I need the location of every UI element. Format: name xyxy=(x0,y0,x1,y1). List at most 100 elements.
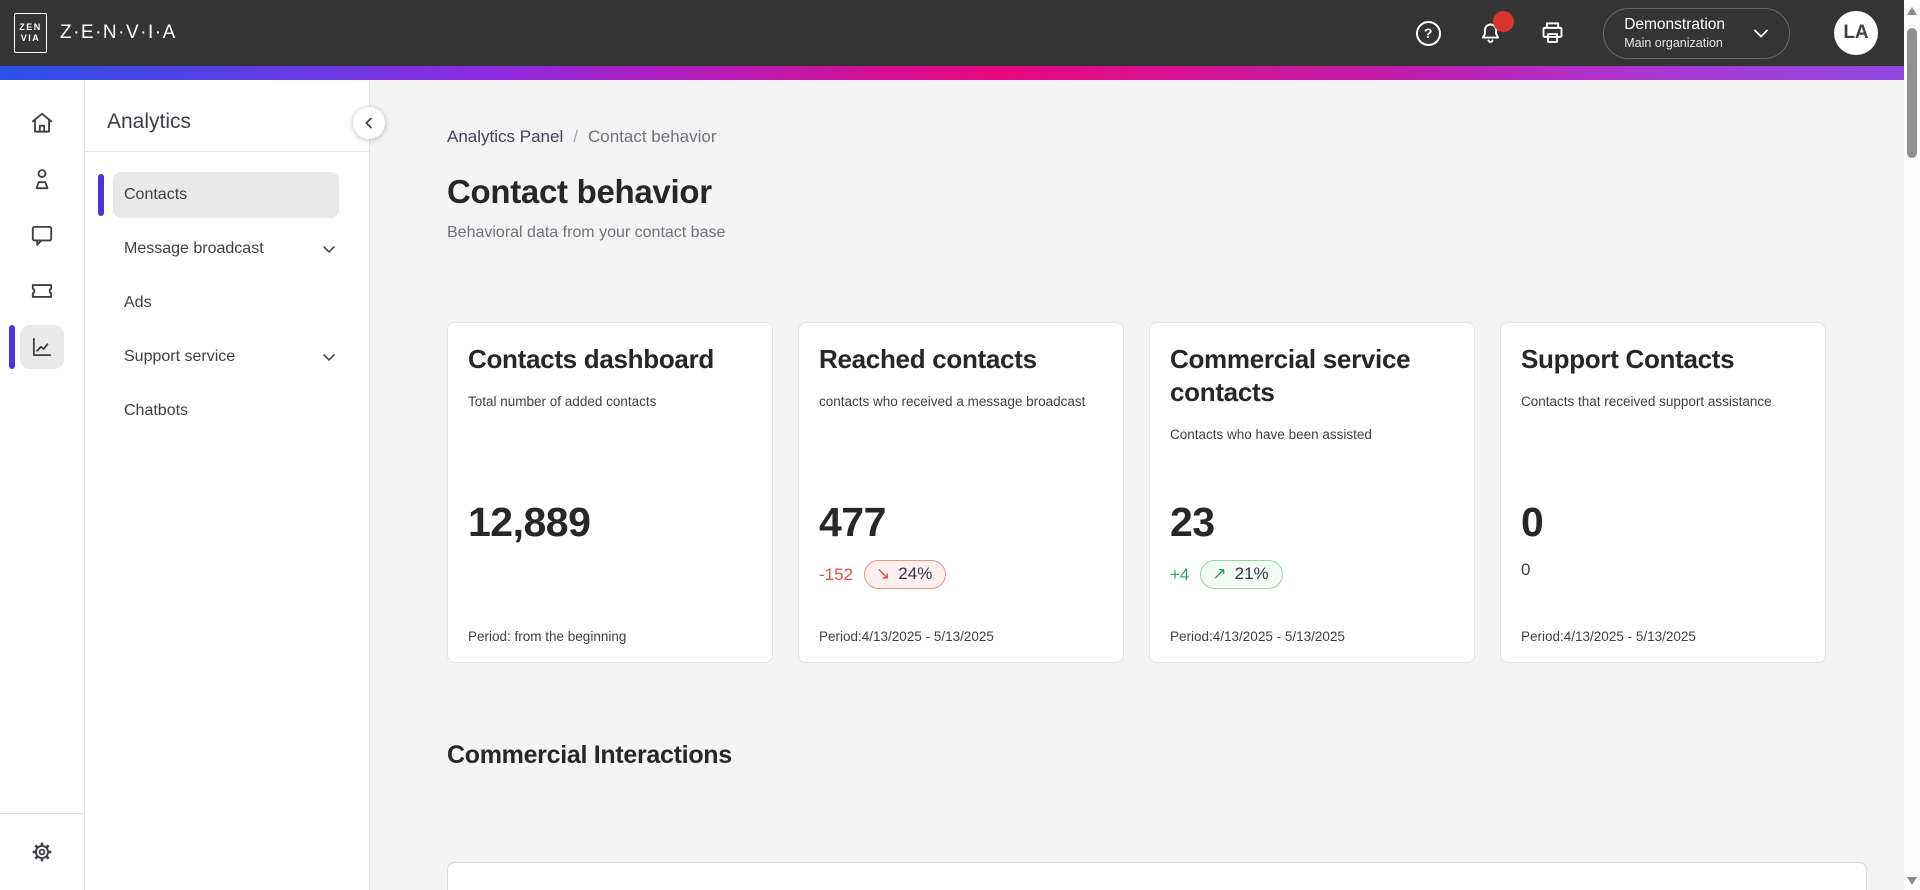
card-period: Period:4/13/2025 - 5/13/2025 xyxy=(1521,629,1696,644)
page-subtitle: Behavioral data from your contact base xyxy=(447,224,726,241)
trend-percentage: 24% xyxy=(898,564,933,583)
scrollbar-up-arrow-icon[interactable] xyxy=(1907,7,1917,15)
sidebar-item-ads[interactable]: Ads xyxy=(85,280,369,326)
notification-alert-dot xyxy=(1493,11,1515,32)
nav-rail xyxy=(0,80,85,890)
card-contacts-dashboard: Contacts dashboard Total number of added… xyxy=(447,322,773,663)
commercial-interactions-card xyxy=(447,862,1867,890)
breadcrumb: Analytics Panel / Contact behavior xyxy=(447,127,1867,147)
line-chart-icon xyxy=(32,337,52,357)
rail-active-indicator xyxy=(9,325,15,369)
notifications-button[interactable] xyxy=(1475,11,1515,48)
card-title: Contacts dashboard xyxy=(468,344,714,374)
card-value: 23 xyxy=(1170,499,1215,545)
breadcrumb-analytics-panel[interactable]: Analytics Panel xyxy=(447,127,564,146)
zenvia-logo[interactable]: ZEN VIA xyxy=(14,13,47,53)
card-delta-row: -152 ↘ 24% xyxy=(819,560,947,589)
chevron-down-icon xyxy=(1754,29,1768,37)
scrollbar-thumb[interactable] xyxy=(1907,28,1917,158)
breadcrumb-current: Contact behavior xyxy=(587,127,717,146)
help-button[interactable]: ? xyxy=(1413,18,1443,48)
help-glyph: ? xyxy=(1423,25,1433,41)
avatar-initials: LA xyxy=(1843,22,1869,43)
trend-badge-up: ↗ 21% xyxy=(1200,560,1283,589)
card-title: Reached contacts xyxy=(819,344,1037,374)
chat-bubble-icon xyxy=(31,225,53,246)
trend-percentage: 21% xyxy=(1234,564,1269,583)
breadcrumb-separator: / xyxy=(573,127,578,146)
delta-value: 0 xyxy=(1521,560,1531,579)
card-period: Period:4/13/2025 - 5/13/2025 xyxy=(819,629,994,644)
contact-person-icon xyxy=(35,169,49,190)
trend-down-icon: ↘ xyxy=(876,564,891,583)
scrollbar-down-arrow-icon[interactable] xyxy=(1907,877,1917,885)
sidebar-item-label: Contacts xyxy=(124,186,188,203)
zenvia-logo-line2: VIA xyxy=(20,33,41,43)
ticket-icon xyxy=(31,284,53,298)
card-support-contacts: Support Contacts Contacts that received … xyxy=(1500,322,1826,663)
sidebar-header: Analytics xyxy=(85,80,369,152)
page-title: Contact behavior xyxy=(447,173,712,210)
organization-switcher[interactable]: Demonstration Main organization xyxy=(1603,7,1790,59)
organization-text: Demonstration Main organization xyxy=(1624,15,1725,51)
sidebar-collapse-button[interactable] xyxy=(353,107,385,139)
printer-icon xyxy=(1542,21,1563,43)
card-description: Total number of added contacts xyxy=(468,394,657,409)
rail-item-conversations[interactable] xyxy=(20,213,64,257)
chevron-down-icon xyxy=(323,354,335,361)
card-description: contacts who received a message broadcas… xyxy=(819,394,1086,409)
trend-badge-down: ↘ 24% xyxy=(864,560,947,589)
card-value: 12,889 xyxy=(468,499,591,545)
sidebar-item-label: Message broadcast xyxy=(124,240,264,257)
zenvia-wordmark: Z·E·N·V·I·A xyxy=(60,22,177,43)
page-scrollbar[interactable] xyxy=(1904,0,1920,890)
trend-up-icon: ↗ xyxy=(1212,564,1227,583)
sidebar: Analytics Contacts Message broadcast Ads… xyxy=(85,80,385,890)
sidebar-item-label: Ads xyxy=(124,294,152,311)
card-description: Contacts that received support assistanc… xyxy=(1521,394,1772,409)
sidebar-item-message-broadcast[interactable]: Message broadcast xyxy=(85,226,369,272)
card-description: Contacts who have been assisted xyxy=(1170,427,1372,442)
card-period: Period: from the beginning xyxy=(468,629,627,644)
chevron-down-icon xyxy=(323,246,335,253)
sidebar-item-label: Support service xyxy=(124,348,236,365)
sidebar-item-label: Chatbots xyxy=(124,402,189,419)
rail-bottom xyxy=(0,813,84,890)
sidebar-item-contacts[interactable]: Contacts xyxy=(98,172,339,218)
card-period: Period:4/13/2025 - 5/13/2025 xyxy=(1170,629,1345,644)
home-icon xyxy=(31,112,53,133)
rail-item-analytics[interactable] xyxy=(20,325,64,369)
sidebar-menu: Contacts Message broadcast Ads Support s… xyxy=(85,152,369,434)
top-bar-actions: ? Demonstration Main organization xyxy=(1381,7,1878,59)
zenvia-logo-line1: ZEN xyxy=(19,21,42,32)
top-bar: ZEN VIA Z·E·N·V·I·A ? Demonstration Main… xyxy=(0,0,1920,66)
card-value: 477 xyxy=(819,499,886,545)
sidebar-item-support-service[interactable]: Support service xyxy=(85,334,369,380)
main-content: Analytics Panel / Contact behavior Conta… xyxy=(370,80,1920,890)
delta-value: -152 xyxy=(819,564,854,584)
sidebar-title: Analytics xyxy=(107,110,192,133)
help-circle-icon: ? xyxy=(1415,20,1441,46)
gear-icon xyxy=(32,842,52,862)
card-delta-row: 0 xyxy=(1521,560,1530,580)
organization-subtitle: Main organization xyxy=(1624,35,1723,50)
chevron-left-icon xyxy=(365,117,372,129)
stat-cards-row: Contacts dashboard Total number of added… xyxy=(447,322,1867,663)
user-avatar[interactable]: LA xyxy=(1834,11,1878,55)
print-button[interactable] xyxy=(1537,18,1567,48)
organization-name: Demonstration xyxy=(1624,15,1725,33)
card-reached-contacts: Reached contacts contacts who received a… xyxy=(798,322,1124,663)
card-value: 0 xyxy=(1521,499,1544,545)
card-title: Commercial service contacts xyxy=(1170,344,1411,407)
delta-value: +4 xyxy=(1170,564,1190,584)
rail-item-contacts[interactable] xyxy=(20,157,64,201)
rail-item-settings[interactable] xyxy=(29,839,55,865)
brand-gradient-bar xyxy=(0,66,1920,80)
card-title: Support Contacts xyxy=(1521,344,1735,374)
rail-item-tickets[interactable] xyxy=(20,269,64,313)
sidebar-item-chatbots[interactable]: Chatbots xyxy=(85,388,369,434)
section-heading-commercial-interactions: Commercial Interactions xyxy=(447,741,732,769)
card-commercial-service-contacts: Commercial service contacts Contacts who… xyxy=(1149,322,1475,663)
card-delta-row: +4 ↗ 21% xyxy=(1170,560,1283,589)
rail-item-home[interactable] xyxy=(20,101,64,145)
